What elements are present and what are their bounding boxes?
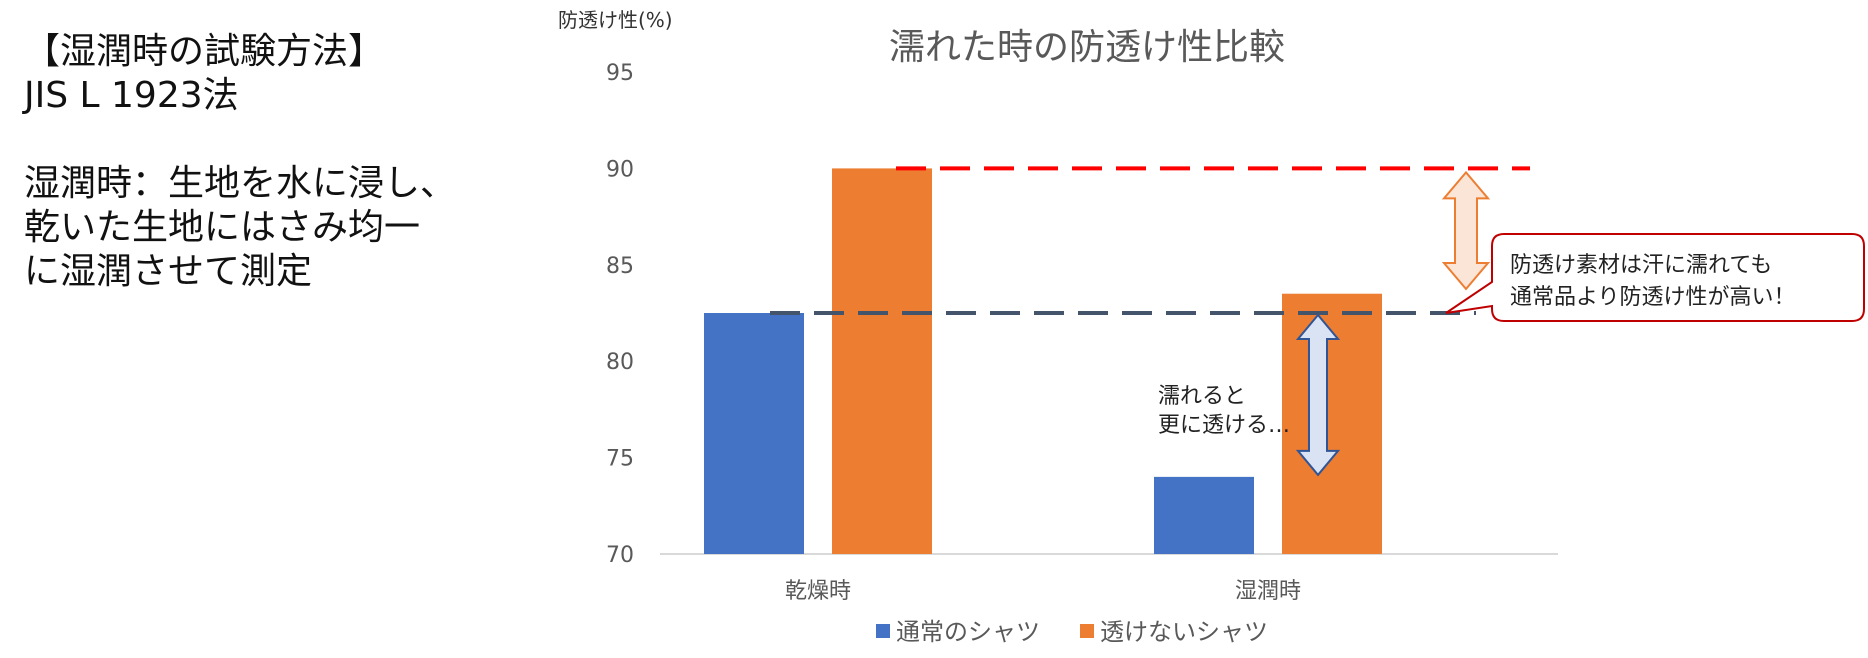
y-tick-label: 80 <box>606 350 634 375</box>
difference-arrow-orange <box>1441 170 1491 291</box>
legend-label-normal: 通常のシャツ <box>896 618 1040 646</box>
bar-0-1 <box>832 168 932 554</box>
callout-line1: 防透け素材は汗に濡れても <box>1510 253 1772 278</box>
y-axis-ticks: 70 75 80 85 90 95 <box>606 61 634 568</box>
callout: 防透け素材は汗に濡れても 通常品より防透け性が高い！ <box>1445 233 1865 322</box>
y-tick-label: 75 <box>606 447 634 472</box>
wet-note-line1: 濡れると <box>1158 384 1246 409</box>
x-category-label: 湿潤時 <box>1235 579 1301 604</box>
method-desc-line2: 乾いた生地にはさみ均一 <box>24 207 421 248</box>
callout-box <box>1445 233 1865 322</box>
method-heading: 【湿潤時の試験方法】 <box>24 31 385 72</box>
x-axis-categories: 乾燥時 湿潤時 <box>785 579 1301 604</box>
bar-0-0 <box>704 313 804 554</box>
y-tick-label: 85 <box>606 254 634 279</box>
x-category-label: 乾燥時 <box>785 579 851 604</box>
y-tick-label: 70 <box>606 543 634 568</box>
y-axis-title: 防透け性(%) <box>558 8 673 32</box>
y-tick-label: 95 <box>606 61 634 86</box>
method-desc-line1: 湿潤時：生地を水に浸し、 <box>24 163 457 204</box>
y-tick-label: 90 <box>606 157 634 182</box>
bars <box>704 168 1382 554</box>
legend-swatch-normal <box>876 624 890 638</box>
wet-note-line2: 更に透ける… <box>1158 413 1290 438</box>
difference-arrow-blue <box>1295 313 1341 477</box>
method-desc-line3: に湿潤させて測定 <box>24 251 313 292</box>
reference-lines <box>770 166 1530 315</box>
legend-label-seethrough-proof: 透けないシャツ <box>1100 618 1268 646</box>
method-standard: JIS L 1923法 <box>24 75 239 116</box>
method-description: 【湿潤時の試験方法】 JIS L 1923法 湿潤時：生地を水に浸し、 乾いた生… <box>24 30 484 294</box>
chart-title: 濡れた時の防透け性比較 <box>889 27 1285 68</box>
legend: 通常のシャツ 透けないシャツ <box>876 618 1268 646</box>
legend-swatch-seethrough-proof <box>1080 624 1094 638</box>
bar-1-0 <box>1154 476 1254 554</box>
callout-line2: 通常品より防透け性が高い！ <box>1510 285 1796 310</box>
